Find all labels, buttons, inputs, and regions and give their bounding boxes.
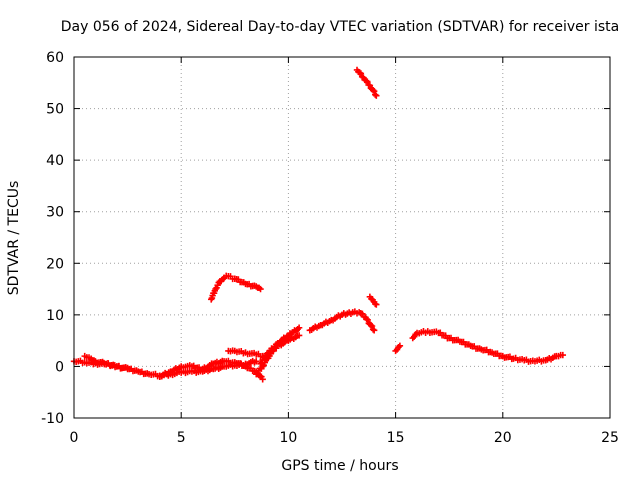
x-tick-label: 20 bbox=[494, 430, 512, 446]
data-point bbox=[295, 332, 303, 339]
data-point bbox=[253, 358, 260, 365]
data-point bbox=[559, 351, 567, 359]
grid-lines bbox=[74, 57, 610, 418]
y-tick-label: 20 bbox=[46, 256, 64, 272]
data-point bbox=[259, 376, 266, 383]
data-point bbox=[364, 316, 371, 324]
data-point bbox=[364, 78, 371, 85]
tick-labels: 0 5 10 15 20 25 -10 0 10 20 30 40 50 60 bbox=[41, 50, 619, 446]
data-point bbox=[370, 87, 378, 95]
data-point bbox=[372, 91, 379, 98]
data-point bbox=[370, 327, 378, 334]
data-point bbox=[369, 326, 377, 333]
y-tick-label: 30 bbox=[46, 205, 64, 221]
y-tick-label: -10 bbox=[41, 411, 64, 427]
data-point bbox=[373, 92, 380, 99]
axis-ticks bbox=[73, 56, 611, 419]
x-tick-label: 10 bbox=[279, 430, 297, 446]
data-point bbox=[373, 301, 380, 308]
y-tick-label: 60 bbox=[46, 50, 64, 66]
data-point bbox=[362, 77, 370, 84]
data-point bbox=[257, 285, 264, 293]
y-tick-label: 0 bbox=[55, 359, 64, 375]
x-axis-label: GPS time / hours bbox=[281, 458, 398, 474]
data-point bbox=[396, 342, 404, 349]
data-point bbox=[368, 322, 376, 330]
data-point bbox=[253, 370, 260, 378]
plot-frame bbox=[73, 56, 611, 419]
y-tick-label: 40 bbox=[46, 153, 64, 169]
data-point bbox=[124, 364, 131, 372]
y-axis-label: SDTVAR / TECUs bbox=[6, 181, 22, 296]
x-tick-label: 0 bbox=[70, 430, 79, 446]
data-point bbox=[356, 69, 363, 76]
data-point bbox=[363, 315, 370, 323]
x-tick-label: 15 bbox=[387, 430, 405, 446]
data-point bbox=[212, 285, 219, 293]
x-tick-label: 5 bbox=[177, 430, 186, 446]
data-point bbox=[367, 321, 375, 329]
data-points bbox=[70, 66, 567, 383]
chart-title: Day 056 of 2024, Sidereal Day-to-day VTE… bbox=[61, 19, 619, 35]
data-point bbox=[357, 70, 365, 77]
x-tick-label: 25 bbox=[601, 430, 619, 446]
data-point bbox=[295, 324, 303, 331]
y-tick-label: 50 bbox=[46, 102, 64, 118]
data-point bbox=[369, 86, 377, 94]
y-tick-label: 10 bbox=[46, 308, 64, 324]
